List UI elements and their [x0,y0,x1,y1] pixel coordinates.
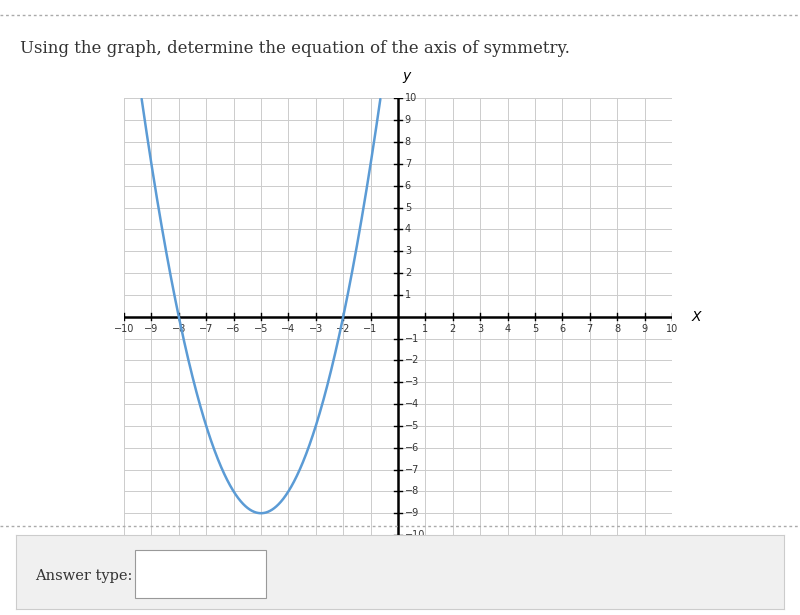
Text: −4: −4 [282,324,295,335]
Text: 3: 3 [405,246,411,256]
Text: −7: −7 [199,324,214,335]
Text: 7: 7 [586,324,593,335]
Text: −2: −2 [336,324,350,335]
Text: −10: −10 [405,530,426,540]
Text: 8: 8 [614,324,620,335]
Text: −5: −5 [405,421,419,431]
Text: 1: 1 [422,324,429,335]
Text: −7: −7 [405,464,419,475]
Text: 7: 7 [405,159,411,169]
Text: 1: 1 [405,290,411,300]
Text: 6: 6 [559,324,566,335]
Text: 6: 6 [405,181,411,191]
Text: 9: 9 [405,115,411,125]
Text: 10: 10 [666,324,678,335]
Text: 3: 3 [477,324,483,335]
Text: −9: −9 [405,508,419,518]
Text: ∨: ∨ [254,569,262,582]
Text: −8: −8 [405,486,419,496]
Text: 5: 5 [405,202,411,213]
Text: −6: −6 [405,443,419,453]
Text: 4: 4 [505,324,510,335]
Text: −9: −9 [144,324,158,335]
Text: 10: 10 [405,93,417,103]
Text: −2: −2 [405,355,419,365]
Text: −6: −6 [226,324,241,335]
Text: 2: 2 [450,324,456,335]
Text: Answer type:: Answer type: [35,569,133,582]
Text: 8: 8 [405,137,411,147]
Text: −1: −1 [405,333,419,344]
Text: −1: −1 [363,324,378,335]
Text: 4: 4 [405,224,411,234]
Text: 9: 9 [642,324,648,335]
FancyBboxPatch shape [135,550,266,598]
Text: Using the graph, determine the equation of the axis of symmetry.: Using the graph, determine the equation … [20,40,570,57]
Text: −3: −3 [309,324,323,335]
Text: −4: −4 [405,399,419,409]
Text: −8: −8 [172,324,186,335]
Text: −5: −5 [254,324,268,335]
Text: X: X [691,310,701,323]
Text: 2: 2 [405,268,411,278]
Text: −10: −10 [114,324,134,335]
Text: y: y [402,69,410,83]
Text: 5: 5 [532,324,538,335]
Text: −3: −3 [405,377,419,387]
